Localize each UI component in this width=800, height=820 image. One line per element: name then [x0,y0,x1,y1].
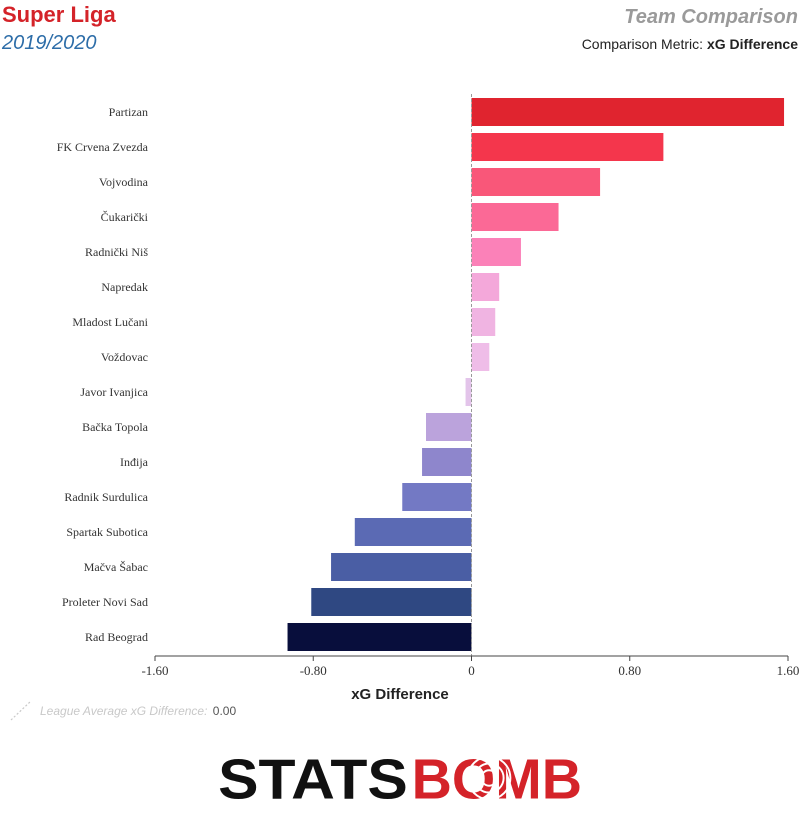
league-title: Super Liga [2,2,116,27]
statsbomb-logo: STATS BOMB [218,748,582,808]
bar [471,203,559,231]
bar-chart: Partizan FK Crvena Zvezda Vojvodina Čukarič… [57,94,800,703]
team-label: Voždovac [101,350,148,364]
team-label: FK Crvena Zvezda [57,140,149,154]
bar [471,168,601,196]
bar [471,273,500,301]
team-label: Inđija [120,455,149,469]
x-tick-label: 1.60 [777,663,800,678]
league-average-value: 0.00 [212,704,237,718]
team-label: Vojvodina [99,175,149,189]
bar [426,413,472,441]
team-label: Čukarički [101,210,149,224]
bar [465,378,472,406]
league-average-note: League Average xG Difference: 0.00 [40,704,236,718]
team-label: Radnički Niš [85,245,148,259]
team-label: Rad Beograd [85,630,148,644]
logo-target-icon [466,755,512,801]
metric-prefix: Comparison Metric: [581,36,704,52]
logo-text-stats: STATS [218,748,408,808]
x-axis-title: xG Difference [351,686,449,703]
metric-name: xG Difference [706,36,798,52]
team-label: Partizan [109,105,148,119]
league-average-label: League Average xG Difference: [40,704,208,718]
report-title: Team Comparison [624,6,798,28]
comparison-metric: Comparison Metric: xG Difference [582,36,798,52]
team-label: Javor Ivanjica [80,385,148,399]
bar [471,308,496,336]
bar [287,623,472,651]
team-label: Radnik Surdulica [64,490,148,504]
team-label: Spartak Subotica [66,525,148,539]
bar [471,133,664,161]
season-label: 2019/2020 [2,32,97,54]
team-label: Mladost Lučani [72,315,148,329]
bar [311,588,472,616]
x-tick-label: 0.80 [618,663,641,678]
bar [331,553,472,581]
bar [471,238,521,266]
bar [402,483,472,511]
bar [354,518,472,546]
x-tick-label: -0.80 [300,663,327,678]
x-tick-label: -1.60 [141,663,168,678]
team-label: Mačva Šabac [84,560,148,574]
team-label: Bačka Topola [82,420,149,434]
team-label: Napredak [101,280,148,294]
team-label: Proleter Novi Sad [62,595,148,609]
league-average-line-icon [10,701,31,721]
bar [471,98,785,126]
bar [422,448,472,476]
x-tick-label: 0 [468,663,475,678]
bar [471,343,490,371]
